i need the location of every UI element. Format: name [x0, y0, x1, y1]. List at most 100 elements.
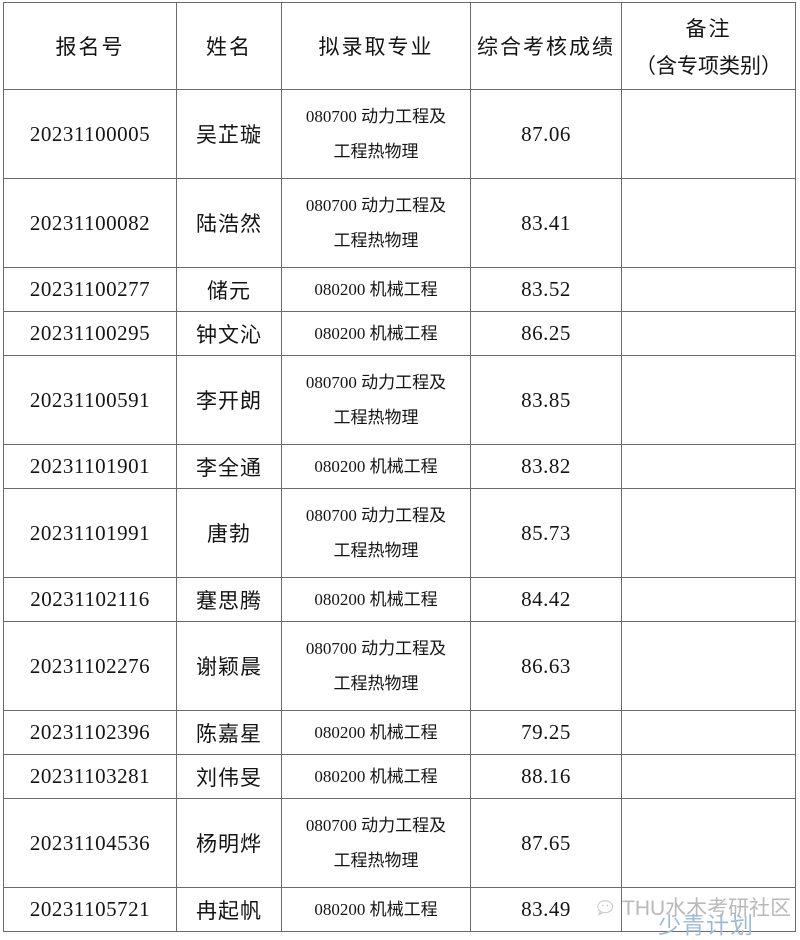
- cell-score: 83.41: [470, 178, 622, 268]
- cell-note: [621, 178, 796, 268]
- cell-score: 86.63: [470, 621, 622, 711]
- cell-registration-number: 20231103281: [3, 754, 177, 799]
- cell-note: [621, 710, 796, 755]
- major-line-2: 工程热物理: [333, 231, 419, 250]
- major-line-1: 080200 机械工程: [314, 900, 438, 919]
- cell-note: [621, 444, 796, 489]
- cell-major: 080200 机械工程: [281, 311, 471, 356]
- cell-applicant-name: 李开朗: [176, 355, 282, 445]
- cell-major: 080700 动力工程及 工程热物理: [281, 89, 471, 179]
- cell-registration-number: 20231104536: [3, 798, 177, 888]
- cell-registration-number: 20231101991: [3, 488, 177, 578]
- major-line-1: 080700 动力工程及: [305, 639, 447, 658]
- cell-applicant-name: 唐勃: [176, 488, 282, 578]
- cell-score: 86.25: [470, 311, 622, 356]
- table-row: 20231102276 谢颖晨 080700 动力工程及 工程热物理 86.63: [3, 621, 796, 711]
- major-line-2: 工程热物理: [333, 142, 419, 161]
- cell-score: 87.06: [470, 89, 622, 179]
- major-line-1: 080700 动力工程及: [305, 816, 447, 835]
- cell-applicant-name: 刘伟旻: [176, 754, 282, 799]
- column-header-score: 综合考核成绩: [470, 2, 622, 90]
- table-row: 20231101991 唐勃 080700 动力工程及 工程热物理 85.73: [3, 488, 796, 578]
- cell-applicant-name: 钟文沁: [176, 311, 282, 356]
- column-header-name: 姓名: [176, 2, 282, 90]
- column-header-label: 拟录取专业: [318, 35, 434, 59]
- cell-major: 080700 动力工程及 工程热物理: [281, 355, 471, 445]
- cell-score: 83.85: [470, 355, 622, 445]
- cell-registration-number: 20231100005: [3, 89, 177, 179]
- column-header-label: 报名号: [55, 35, 125, 59]
- major-line-1: 080700 动力工程及: [305, 506, 447, 525]
- table-row: 20231100295 钟文沁 080200 机械工程 86.25: [3, 311, 796, 356]
- major-line-1: 080200 机械工程: [314, 280, 438, 299]
- cell-note: [621, 887, 796, 932]
- table-header: 报名号 姓名 拟录取专业 综合考核成绩 备注 （含专项类别）: [3, 2, 796, 90]
- cell-note: [621, 621, 796, 711]
- cell-major: 080200 机械工程: [281, 577, 471, 622]
- table-row: 20231102116 蹇思腾 080200 机械工程 84.42: [3, 577, 796, 622]
- cell-applicant-name: 陆浩然: [176, 178, 282, 268]
- table-row: 20231105721 冉起帆 080200 机械工程 83.49: [3, 887, 796, 932]
- cell-registration-number: 20231102396: [3, 710, 177, 755]
- cell-registration-number: 20231101901: [3, 444, 177, 489]
- column-header-major: 拟录取专业: [281, 2, 471, 90]
- cell-registration-number: 20231100591: [3, 355, 177, 445]
- column-header-label: 姓名: [206, 35, 252, 59]
- cell-applicant-name: 杨明烨: [176, 798, 282, 888]
- major-line-1: 080700 动力工程及: [305, 196, 447, 215]
- cell-major: 080200 机械工程: [281, 754, 471, 799]
- cell-note: [621, 355, 796, 445]
- table-header-row: 报名号 姓名 拟录取专业 综合考核成绩 备注 （含专项类别）: [3, 2, 796, 90]
- cell-major: 080700 动力工程及 工程热物理: [281, 488, 471, 578]
- cell-applicant-name: 吴芷璇: [176, 89, 282, 179]
- cell-applicant-name: 陈嘉星: [176, 710, 282, 755]
- cell-registration-number: 20231105721: [3, 887, 177, 932]
- cell-major: 080200 机械工程: [281, 267, 471, 312]
- major-line-1: 080700 动力工程及: [305, 373, 447, 392]
- major-line-1: 080200 机械工程: [314, 767, 438, 786]
- cell-score: 83.52: [470, 267, 622, 312]
- cell-applicant-name: 谢颖晨: [176, 621, 282, 711]
- major-line-1: 080200 机械工程: [314, 457, 438, 476]
- table-row: 20231100591 李开朗 080700 动力工程及 工程热物理 83.85: [3, 355, 796, 445]
- major-line-2: 工程热物理: [333, 851, 419, 870]
- cell-major: 080700 动力工程及 工程热物理: [281, 621, 471, 711]
- table-row: 20231103281 刘伟旻 080200 机械工程 88.16: [3, 754, 796, 799]
- admission-results-table: 报名号 姓名 拟录取专业 综合考核成绩 备注 （含专项类别） 20231100005 吴芷璇…: [3, 2, 796, 932]
- column-header-id: 报名号: [3, 2, 177, 90]
- major-line-2: 工程热物理: [333, 408, 419, 427]
- cell-major: 080200 机械工程: [281, 444, 471, 489]
- cell-registration-number: 20231102116: [3, 577, 177, 622]
- cell-score: 83.49: [470, 887, 622, 932]
- cell-note: [621, 89, 796, 179]
- table-row: 20231100082 陆浩然 080700 动力工程及 工程热物理 83.41: [3, 178, 796, 268]
- cell-applicant-name: 李全通: [176, 444, 282, 489]
- major-line-2: 工程热物理: [333, 674, 419, 693]
- table-row: 20231104536 杨明烨 080700 动力工程及 工程热物理 87.65: [3, 798, 796, 888]
- cell-registration-number: 20231100295: [3, 311, 177, 356]
- column-header-sublabel: （含专项类别）: [635, 53, 782, 78]
- table-row: 20231100005 吴芷璇 080700 动力工程及 工程热物理 87.06: [3, 89, 796, 179]
- cell-note: [621, 577, 796, 622]
- column-header-note: 备注 （含专项类别）: [621, 2, 796, 90]
- cell-note: [621, 488, 796, 578]
- cell-applicant-name: 冉起帆: [176, 887, 282, 932]
- cell-note: [621, 798, 796, 888]
- cell-score: 84.42: [470, 577, 622, 622]
- cell-major: 080200 机械工程: [281, 887, 471, 932]
- cell-registration-number: 20231102276: [3, 621, 177, 711]
- cell-major: 080200 机械工程: [281, 710, 471, 755]
- major-line-2: 工程热物理: [333, 541, 419, 560]
- cell-major: 080700 动力工程及 工程热物理: [281, 178, 471, 268]
- major-line-1: 080200 机械工程: [314, 324, 438, 343]
- cell-score: 83.82: [470, 444, 622, 489]
- cell-note: [621, 311, 796, 356]
- cell-major: 080700 动力工程及 工程热物理: [281, 798, 471, 888]
- major-line-1: 080200 机械工程: [314, 590, 438, 609]
- major-line-1: 080700 动力工程及: [305, 107, 447, 126]
- major-line-1: 080200 机械工程: [314, 723, 438, 742]
- table-row: 20231100277 储元 080200 机械工程 83.52: [3, 267, 796, 312]
- column-header-label: 综合考核成绩: [477, 35, 615, 59]
- table-body: 20231100005 吴芷璇 080700 动力工程及 工程热物理 87.06 2023…: [3, 89, 796, 932]
- cell-applicant-name: 蹇思腾: [176, 577, 282, 622]
